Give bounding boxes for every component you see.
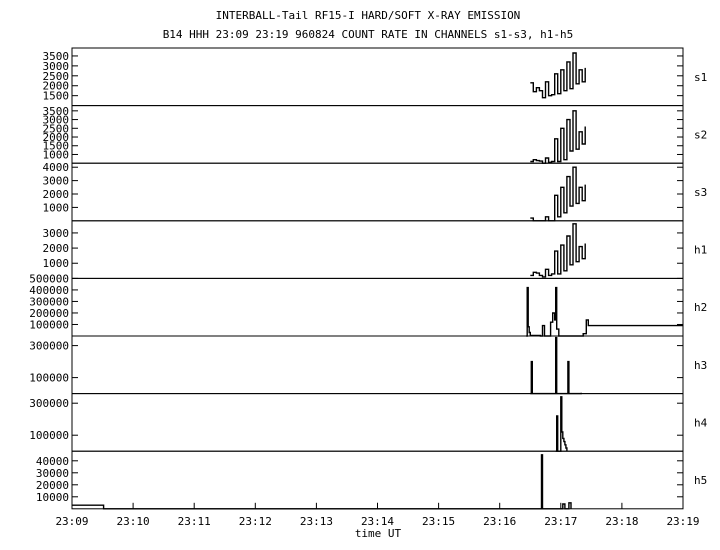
y-tick-label: 100000 xyxy=(29,372,69,385)
y-tick-label: 3000 xyxy=(43,227,70,240)
x-tick-label: 23:11 xyxy=(178,515,211,528)
y-tick-label: 30000 xyxy=(36,467,69,480)
series-s1 xyxy=(530,52,586,99)
panel-frame xyxy=(71,105,684,164)
series-h4 xyxy=(555,396,568,452)
x-tick-label: 23:19 xyxy=(666,515,699,528)
panels-group: 15002000250030003500s1100015002000250030… xyxy=(29,47,708,510)
panel-frame xyxy=(71,47,684,107)
panel-label-s2: s2 xyxy=(694,128,707,141)
y-tick-label: 2000 xyxy=(43,188,70,201)
y-tick-label: 3500 xyxy=(43,105,70,118)
y-tick-label: 2500 xyxy=(43,122,70,135)
y-tick-label: 200000 xyxy=(29,307,69,320)
panel-label-h4: h4 xyxy=(694,416,708,429)
panel-label-h3: h3 xyxy=(694,359,707,372)
y-tick-label: 2000 xyxy=(43,242,70,255)
series-h3 xyxy=(530,336,582,395)
y-tick-label: 1500 xyxy=(43,140,70,153)
series-h5 xyxy=(72,454,572,510)
series-h1 xyxy=(530,223,586,278)
y-tick-label: 300000 xyxy=(29,295,69,308)
y-tick-label: 4000 xyxy=(43,161,70,174)
y-tick-label: 10000 xyxy=(36,491,69,504)
series-s3 xyxy=(530,166,586,222)
y-tick-label: 400000 xyxy=(29,284,69,297)
y-tick-label: 2000 xyxy=(43,80,70,93)
y-tick-label: 1000 xyxy=(43,201,70,214)
panel-frame xyxy=(71,450,684,510)
x-tick-label: 23:17 xyxy=(544,515,577,528)
x-axis-ticks: 23:09 23:10 23:11 23:12 23:13 23:14 23:15 23:16… xyxy=(55,502,700,528)
series-s2 xyxy=(530,110,586,164)
x-tick-label: 23:09 xyxy=(55,515,88,528)
y-tick-label: 3000 xyxy=(43,175,70,188)
y-tick-label: 3000 xyxy=(43,60,70,73)
panel-label-s3: s3 xyxy=(694,186,707,199)
x-tick-label: 23:10 xyxy=(117,515,150,528)
y-tick-label: 500000 xyxy=(29,272,69,285)
y-tick-label: 1500 xyxy=(43,90,70,103)
y-tick-label: 100000 xyxy=(29,318,69,331)
y-tick-label: 300000 xyxy=(29,340,69,353)
panel-label-h2: h2 xyxy=(694,301,707,314)
y-tick-label: 100000 xyxy=(29,429,69,442)
y-tick-label: 300000 xyxy=(29,397,69,410)
x-tick-label: 23:18 xyxy=(605,515,638,528)
x-tick-label: 23:15 xyxy=(422,515,455,528)
y-tick-label: 2000 xyxy=(43,131,70,144)
panel-h1: 1000 2000 3000 h1 xyxy=(43,220,707,279)
x-tick-label: 23:13 xyxy=(300,515,333,528)
chart-subtitle: B14 HHH 23:09 23:19 960824 COUNT RATE IN… xyxy=(163,28,574,41)
y-tick-label: 1000 xyxy=(43,148,70,161)
panel-label-h5: h5 xyxy=(694,474,707,487)
panel-frame xyxy=(71,220,684,279)
series-h2 xyxy=(526,286,683,337)
panel-h3: 100000 300000 h3 xyxy=(29,335,707,395)
y-tick-label: 20000 xyxy=(36,479,69,492)
y-tick-label: 2500 xyxy=(43,70,70,83)
x-tick-label: 23:14 xyxy=(361,515,394,528)
x-axis-label: time UT xyxy=(355,527,402,540)
y-tick-label: 3000 xyxy=(43,114,70,127)
x-tick-label: 23:12 xyxy=(239,515,272,528)
panel-frame xyxy=(71,277,684,337)
y-tick-label: 40000 xyxy=(36,455,69,468)
x-tick-label: 23:16 xyxy=(483,515,516,528)
panel-frame xyxy=(71,162,684,222)
panel-frame xyxy=(71,393,684,452)
panel-frame xyxy=(71,335,684,395)
panel-h4: 100000 300000 h4 xyxy=(29,393,708,452)
y-tick-label: 1000 xyxy=(43,257,70,270)
y-tick-label: 3500 xyxy=(43,50,70,63)
panel-label-s1: s1 xyxy=(694,71,707,84)
panel-label-h1: h1 xyxy=(694,244,707,257)
chart-title: INTERBALL-Tail RF15-I HARD/SOFT X-RAY EM… xyxy=(216,9,521,22)
